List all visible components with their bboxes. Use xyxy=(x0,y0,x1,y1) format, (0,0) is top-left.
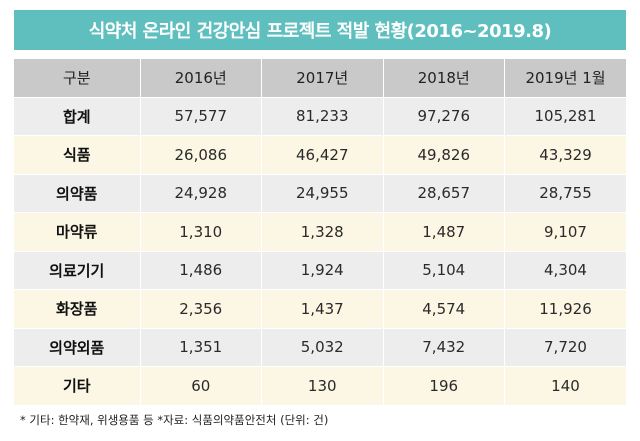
row-label: 식품 xyxy=(14,135,141,175)
table-row-quasi-drugs: 의약외품 1,351 5,032 7,432 7,720 xyxy=(14,328,626,367)
table-row-food: 식품 26,086 46,427 49,826 43,329 xyxy=(14,135,626,175)
cell-value: 1,924 xyxy=(261,251,384,290)
row-label: 의약품 xyxy=(14,174,141,213)
cell-value: 43,329 xyxy=(504,135,626,175)
cell-value: 4,574 xyxy=(383,289,505,329)
cell-value: 196 xyxy=(383,366,505,406)
header-2019-jan: 2019년 1월 xyxy=(504,59,626,98)
table-row-cosmetics: 화장품 2,356 1,437 4,574 11,926 xyxy=(14,289,626,329)
row-label: 의료기기 xyxy=(14,251,141,290)
cell-value: 1,486 xyxy=(140,251,262,290)
cell-value: 28,657 xyxy=(383,174,505,213)
table-row-narcotics: 마약류 1,310 1,328 1,487 9,107 xyxy=(14,212,626,252)
cell-value: 5,032 xyxy=(261,328,384,367)
cell-value: 1,328 xyxy=(261,212,384,252)
header-2017: 2017년 xyxy=(261,59,384,98)
cell-value: 1,310 xyxy=(140,212,262,252)
cell-value: 1,437 xyxy=(261,289,384,329)
cell-value: 28,755 xyxy=(504,174,626,213)
page-title: 식약처 온라인 건강안심 프로젝트 적발 현황(2016~2019.8) xyxy=(88,21,552,42)
cell-value: 26,086 xyxy=(140,135,262,175)
header-category: 구분 xyxy=(14,59,141,98)
cell-value: 105,281 xyxy=(504,97,626,136)
cell-value: 60 xyxy=(140,366,262,406)
cell-value: 24,928 xyxy=(140,174,262,213)
data-table: 구분 2016년 2017년 2018년 2019년 1월 합계 57,577 … xyxy=(14,59,626,406)
cell-value: 11,926 xyxy=(504,289,626,329)
cell-value: 49,826 xyxy=(383,135,505,175)
cell-value: 4,304 xyxy=(504,251,626,290)
cell-value: 9,107 xyxy=(504,212,626,252)
cell-value: 7,432 xyxy=(383,328,505,367)
header-2016: 2016년 xyxy=(140,59,262,98)
row-label: 합계 xyxy=(14,97,141,136)
cell-value: 7,720 xyxy=(504,328,626,367)
row-label: 의약외품 xyxy=(14,328,141,367)
cell-value: 24,955 xyxy=(261,174,384,213)
cell-value: 2,356 xyxy=(140,289,262,329)
row-label: 마약류 xyxy=(14,212,141,252)
cell-value: 5,104 xyxy=(383,251,505,290)
footnote: * 기타: 한약재, 위생용품 등 *자료: 식품의약품안전처 (단위: 건) xyxy=(20,413,329,427)
title-banner: 식약처 온라인 건강안심 프로젝트 적발 현황(2016~2019.8) xyxy=(14,10,626,50)
cell-value: 57,577 xyxy=(140,97,262,136)
cell-value: 46,427 xyxy=(261,135,384,175)
table-header-row: 구분 2016년 2017년 2018년 2019년 1월 xyxy=(14,59,626,98)
cell-value: 140 xyxy=(504,366,626,406)
table-row-other: 기타 60 130 196 140 xyxy=(14,366,626,406)
cell-value: 1,351 xyxy=(140,328,262,367)
header-2018: 2018년 xyxy=(383,59,505,98)
table-row-medical-devices: 의료기기 1,486 1,924 5,104 4,304 xyxy=(14,251,626,290)
row-label: 화장품 xyxy=(14,289,141,329)
row-label: 기타 xyxy=(14,366,141,406)
table-row-total: 합계 57,577 81,233 97,276 105,281 xyxy=(14,97,626,136)
cell-value: 81,233 xyxy=(261,97,384,136)
cell-value: 1,487 xyxy=(383,212,505,252)
cell-value: 97,276 xyxy=(383,97,505,136)
table-row-medicine: 의약품 24,928 24,955 28,657 28,755 xyxy=(14,174,626,213)
cell-value: 130 xyxy=(261,366,384,406)
